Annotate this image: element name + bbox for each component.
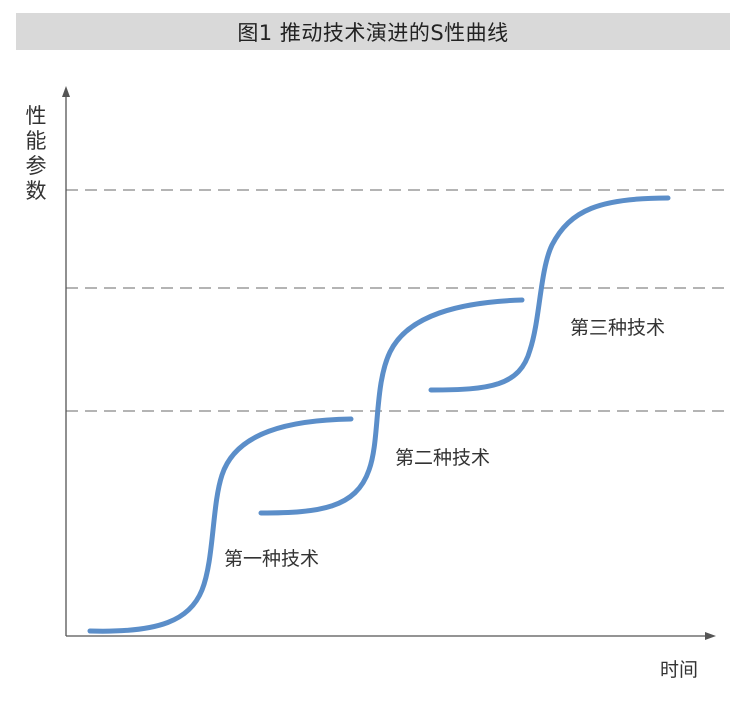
y-axis-label: 性能参数 bbox=[25, 104, 47, 203]
x-axis-label: 时间 bbox=[660, 659, 699, 681]
s-curve-second-technology bbox=[258, 297, 525, 516]
s-curve-first-technology bbox=[87, 416, 354, 634]
label-first-technology: 第一种技术 bbox=[224, 548, 320, 570]
label-second-technology: 第二种技术 bbox=[395, 447, 491, 469]
s-curve-third-technology bbox=[428, 195, 671, 393]
figure-title: 图1 推动技术演进的S性曲线 bbox=[237, 20, 509, 45]
x-axis-arrow bbox=[705, 632, 716, 640]
y-axis-arrow bbox=[62, 86, 70, 97]
figure-title-bar: 图1 推动技术演进的S性曲线 bbox=[16, 13, 730, 50]
label-third-technology: 第三种技术 bbox=[570, 317, 666, 339]
